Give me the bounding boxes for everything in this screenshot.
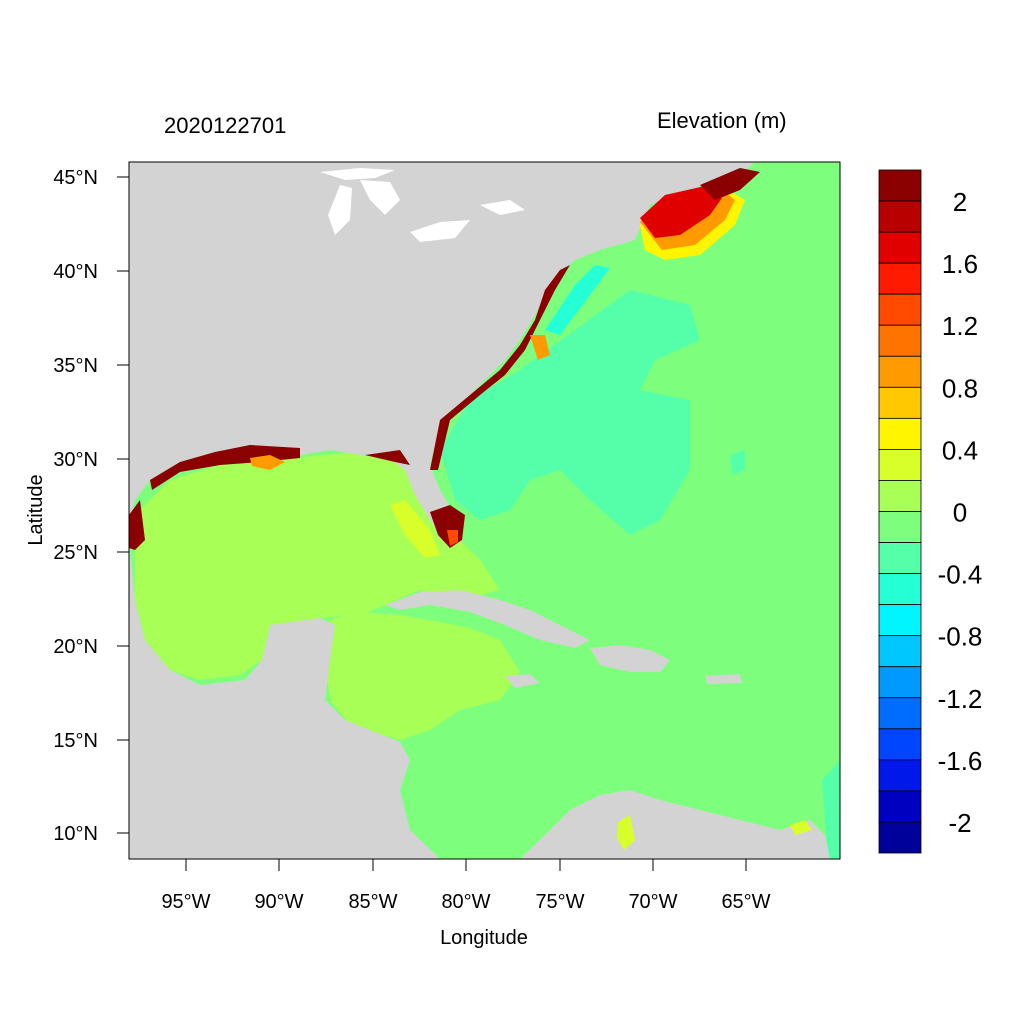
atlantic-negative-zone [440,290,700,535]
colorbar-label: 0.8 [942,373,978,403]
colorbar-swatch [878,231,922,264]
x-tick-label: 95°W [161,891,210,913]
colorbar-label: -0.4 [938,560,983,590]
y-tick-label: 35°N [53,355,98,377]
east-edge-negative [822,760,840,859]
y-tick-label: 20°N [53,636,98,658]
colorbar-label: 2 [953,187,967,217]
colorbar-label: 1.6 [942,249,978,279]
x-tick-label: 75°W [535,891,584,913]
variable-title: Elevation (m) [657,108,787,133]
y-tick-label: 10°N [53,823,98,845]
colorbar-swatch [878,728,922,761]
colorbar-swatch [878,449,922,481]
colorbar-swatch [878,542,922,574]
atlantic-negative-patch-east [730,450,745,475]
colorbar-swatch [878,821,922,854]
land-puerto-rico [705,674,742,684]
colorbar-swatch [878,790,922,823]
lake-maracaibo [617,815,635,850]
colorbar-swatch [878,386,922,419]
colorbar-swatch [878,511,922,543]
land-jamaica [505,674,540,688]
x-axis: 95°W 90°W 85°W 80°W 75°W 70°W 65°W [161,859,771,913]
colorbar-label: -2 [948,808,971,838]
x-tick-label: 70°W [628,891,677,913]
colorbar-swatch [878,200,922,233]
colorbar-swatch [878,293,922,326]
x-axis-label: Longitude [440,927,528,949]
florida-panhandle-surge [365,450,410,465]
x-tick-label: 65°W [721,891,770,913]
colorbar-swatch [878,262,922,295]
land-cuba [385,590,590,648]
gulf-of-maine-surge-inner [640,186,722,238]
colorbar-label: 0.4 [942,435,978,465]
colorbar-swatch [878,324,922,357]
colorbar-label: -0.8 [938,622,983,652]
colorbar-swatch [878,417,922,450]
x-tick-label: 80°W [441,891,490,913]
plot-border [128,161,841,860]
land-south-america [520,790,830,859]
colorbar-swatch [878,759,922,792]
y-tick-label: 40°N [53,261,98,283]
near-shore-negative [545,265,610,335]
colorbar-swatch [878,635,922,668]
gulf-of-maine-surge-core [700,168,760,200]
colorbar-swatch [878,573,922,606]
y-tick-label: 30°N [53,449,98,471]
colorbar-swatch [878,666,922,699]
texas-coast-surge [129,500,145,550]
y-tick-label: 25°N [53,542,98,564]
y-tick-label: 15°N [53,730,98,752]
y-tick-label: 45°N [53,167,98,189]
colorbar-label: -1.2 [938,684,983,714]
gulf-coast-positive [390,500,440,558]
colorbar-swatch [878,697,922,730]
date-title: 2020122701 [164,113,286,138]
land-hispaniola [590,645,670,672]
colorbar: 2 1.6 1.2 0.8 0.4 0 -0.4 -0.8 -1.2 -1.6 -2 [878,169,983,854]
x-tick-label: 85°W [348,891,397,913]
great-lakes [320,168,525,242]
south-caribbean-positive [790,820,812,835]
colorbar-swatch [878,169,922,202]
colorbar-label: 0 [953,498,967,528]
colorbar-label: 1.2 [942,311,978,341]
colorbar-swatch [878,480,922,512]
colorbar-swatch [878,604,922,637]
x-tick-label: 90°W [254,891,303,913]
y-axis: 45°N 40°N 35°N 30°N 25°N 20°N 15°N 10°N [53,167,129,845]
western-caribbean [325,612,520,740]
colorbar-swatch [878,355,922,388]
florida-surge-tip [447,530,458,546]
chesapeake-positive [530,335,550,360]
land-mexico-central-america [129,540,440,859]
atlantic-coast-surge [430,265,570,470]
y-axis-label: Latitude [25,474,47,545]
louisiana-positive [250,455,285,470]
atlantic-negative-patch [570,415,606,438]
colorbar-label: -1.6 [938,746,983,776]
map-panel [129,162,840,859]
